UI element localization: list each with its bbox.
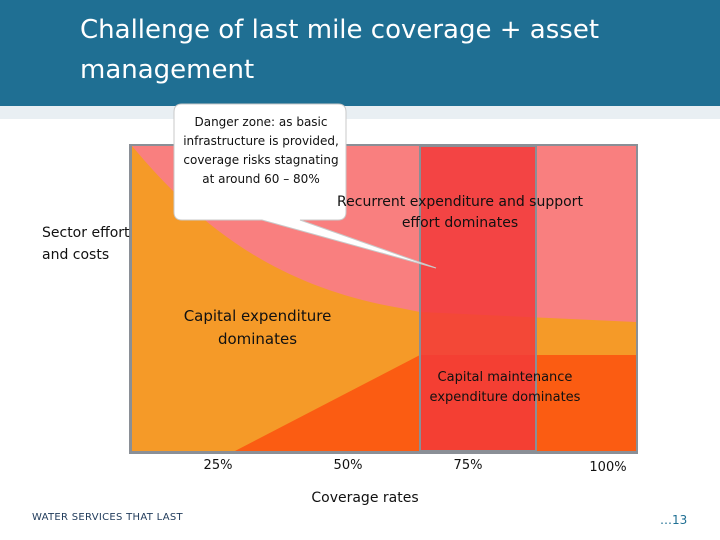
slide-title: Challenge of last mile coverage + asset …	[80, 15, 600, 85]
x-tick-50: 50%	[333, 458, 363, 473]
recurrent-expenditure-label: Recurrent expenditure and support effort…	[337, 194, 583, 231]
y-axis-label: Sector effort and costs	[42, 225, 130, 263]
x-tick-75: 75%	[453, 458, 483, 473]
danger-zone-band	[420, 146, 536, 451]
x-axis-label: Coverage rates	[311, 490, 419, 506]
callout-bubble	[173, 103, 437, 269]
title-bar	[0, 0, 720, 106]
capital-expenditure-label: Capital expenditure dominates	[183, 307, 332, 348]
danger-zone-callout-text: Danger zone: as basic infrastructure is …	[183, 115, 339, 186]
capital-maintenance-label: Capital maintenance expenditure dominate…	[429, 370, 581, 405]
danger-zone-outline	[419, 145, 537, 452]
page-number: …13	[660, 513, 688, 527]
footer-brand: WATER SERVICES THAT LAST	[32, 512, 183, 523]
x-tick-25: 25%	[203, 458, 233, 473]
x-tick-100: 100%	[589, 460, 627, 475]
